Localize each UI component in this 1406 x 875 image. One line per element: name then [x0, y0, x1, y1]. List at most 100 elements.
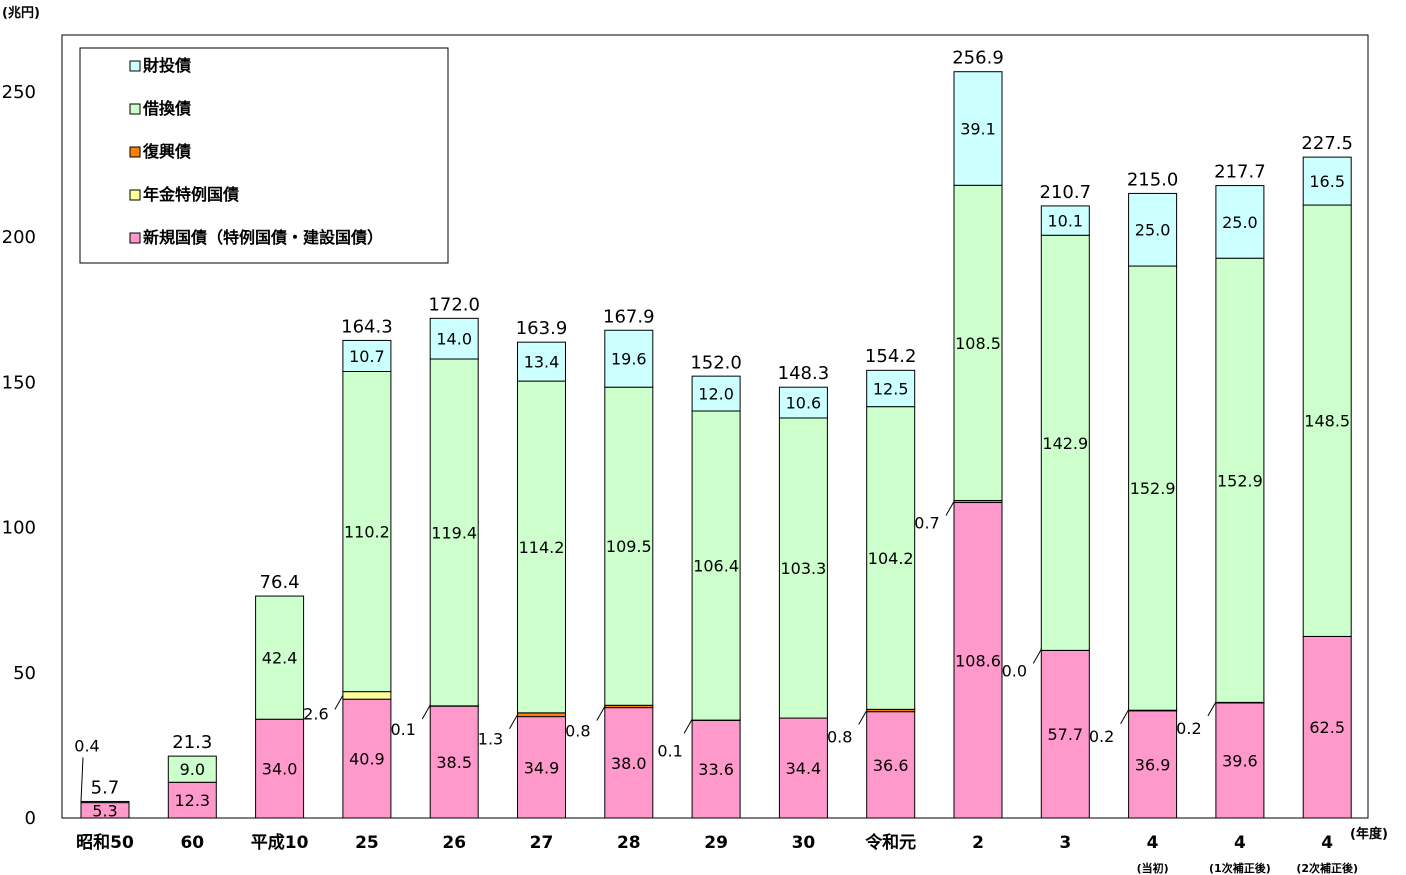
- segment-value-label: 110.2: [344, 523, 390, 542]
- legend-swatch: [129, 103, 141, 115]
- callout-leader: [80, 757, 84, 802]
- legend-swatch: [129, 146, 141, 158]
- x-category-label: 令和元: [865, 832, 916, 853]
- bar-segment: [167, 755, 217, 783]
- segment-value-label: 152.9: [1217, 471, 1263, 490]
- segment-value-label: 5.3: [92, 801, 117, 820]
- bar-segment: [1302, 156, 1352, 206]
- segment-value-label: 19.6: [611, 350, 647, 369]
- bar-segment: [517, 341, 566, 382]
- segment-value-label: 0.1: [657, 741, 682, 760]
- x-category-sublabel: (2次補正後): [1296, 861, 1358, 875]
- callout-leader: [421, 704, 431, 720]
- segment-value-label: 38.5: [436, 753, 472, 772]
- x-category-label: 昭和50: [76, 833, 134, 853]
- bar-segment: [429, 705, 479, 819]
- segment-value-label: 0.0: [1002, 661, 1027, 680]
- segment-value-label: 1.3: [478, 730, 503, 749]
- callout-leader: [509, 714, 518, 729]
- y-tick-label: 250: [2, 82, 36, 103]
- bar-segment: [953, 502, 1003, 819]
- y-axis-unit: (兆円): [2, 5, 40, 21]
- bar-segment: [866, 711, 916, 819]
- callout-leader: [596, 706, 606, 721]
- segment-value-label: 62.5: [1309, 718, 1345, 737]
- segment-value-label: 39.6: [1222, 751, 1258, 770]
- bar-segment: [1040, 205, 1090, 236]
- legend-swatch: [129, 232, 141, 244]
- bar-total-label: 5.7: [91, 777, 120, 798]
- segment-value-label: 36.9: [1135, 755, 1171, 774]
- bar-segment: [1215, 702, 1265, 819]
- x-category-label: 26: [442, 833, 466, 853]
- callout-leader: [858, 710, 868, 725]
- bar-segment: [517, 712, 566, 718]
- x-category-label: 30: [792, 833, 816, 853]
- bar-segment: [1128, 710, 1178, 819]
- bar-total-label: 163.9: [516, 318, 568, 339]
- segment-value-label: 42.4: [262, 649, 298, 668]
- x-category-label: 平成10: [251, 832, 309, 853]
- segment-value-label: 12.3: [174, 791, 210, 810]
- bar-segment: [167, 781, 217, 819]
- legend-item-label: 借換債: [142, 99, 191, 118]
- segment-value-label: 16.5: [1309, 172, 1345, 191]
- bar-segment: [342, 691, 392, 700]
- x-category-label: 29: [704, 833, 728, 853]
- segment-value-label: 0.8: [565, 721, 590, 740]
- bar-segment: [342, 339, 392, 373]
- legend-item-label: 年金特例国債: [143, 185, 239, 204]
- segment-value-label: 34.9: [524, 758, 560, 777]
- legend-item-label: 財投債: [143, 56, 191, 75]
- bar-total-label: 256.9: [952, 48, 1004, 69]
- segment-value-label: 9.0: [180, 760, 205, 779]
- x-category-label: 4: [1234, 833, 1246, 853]
- x-axis-categories: 昭和50 60 平成10 25 26 27 28 29 30 令和元 2 3 4 (当初) 4 (1次補正後)…: [76, 832, 1358, 875]
- x-category-sublabel: (1次補正後): [1209, 861, 1271, 875]
- legend-box: [79, 47, 449, 264]
- segment-value-label: 103.3: [780, 559, 826, 578]
- segment-value-label: 57.7: [1047, 725, 1083, 744]
- callout-leader: [1207, 701, 1217, 717]
- segment-value-label: 108.6: [955, 651, 1001, 670]
- segment-value-label: 104.2: [868, 549, 914, 568]
- legend-item-label: 復興債: [142, 142, 191, 161]
- callout-leader: [1120, 709, 1130, 725]
- segment-value-label: 36.6: [873, 756, 909, 775]
- x-axis-unit: (年度): [1350, 826, 1388, 842]
- bar-total-label: 148.3: [778, 363, 830, 384]
- bar-total-label: 210.7: [1040, 182, 1092, 203]
- y-tick-label: 50: [13, 663, 36, 684]
- segment-value-label: 142.9: [1042, 434, 1088, 453]
- y-tick-label: 0: [25, 808, 36, 829]
- segment-value-label: 0.8: [827, 728, 852, 747]
- x-category-sublabel: (当初): [1137, 861, 1169, 875]
- bar-segment: [255, 595, 305, 720]
- bar-total-label: 21.3: [172, 732, 212, 753]
- segment-value-label: 40.9: [349, 750, 385, 769]
- x-category-label: 4: [1321, 833, 1333, 853]
- segment-value-label: 0.4: [74, 736, 99, 755]
- callout-leader: [1032, 649, 1042, 664]
- y-tick-label: 100: [2, 518, 36, 539]
- segment-value-label: 0.1: [390, 720, 415, 739]
- segment-value-label: 25.0: [1222, 213, 1258, 232]
- bar-segment: [691, 719, 741, 819]
- segment-value-label: 39.1: [960, 119, 996, 138]
- legend-item-label: 新規国債（特例国債・建設国債）: [143, 228, 383, 247]
- callout-leader: [683, 719, 693, 734]
- segment-value-label: 12.0: [698, 385, 734, 404]
- segment-value-label: 119.4: [431, 523, 477, 542]
- bar-segment: [604, 329, 654, 388]
- callout-leader: [334, 695, 344, 710]
- bar-total-label: 167.9: [603, 306, 655, 327]
- bar-total-label: 154.2: [865, 346, 917, 367]
- y-tick-label: 150: [2, 372, 36, 393]
- bar-segment: [342, 698, 392, 819]
- segment-value-label: 152.9: [1130, 479, 1176, 498]
- segment-value-label: 34.0: [262, 760, 298, 779]
- bar-total-label: 172.0: [428, 294, 480, 315]
- segment-value-label: 14.0: [436, 330, 472, 349]
- x-category-label: 3: [1059, 833, 1071, 853]
